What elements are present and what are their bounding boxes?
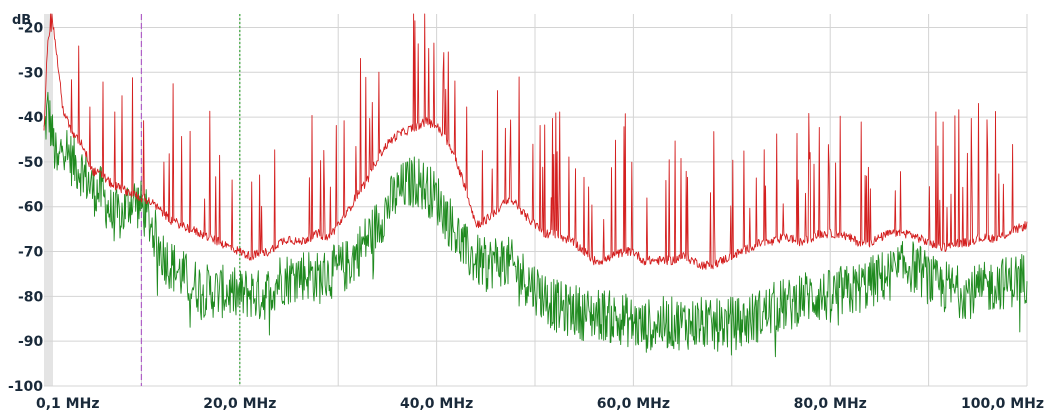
y-tick-label: -80	[18, 289, 44, 305]
y-tick-label: -20	[18, 20, 44, 36]
y-tick-label: -100	[8, 379, 43, 395]
x-tick-label: 40,0 MHz	[400, 396, 473, 412]
y-tick-label: -60	[18, 200, 44, 216]
series-green-line	[43, 91, 1028, 358]
x-tick-label: 0,1 MHz	[36, 396, 99, 412]
plot-left-strip	[44, 14, 53, 386]
x-tick-label: 60,0 MHz	[597, 396, 670, 412]
y-tick-label: -40	[18, 110, 44, 126]
y-tick-labels: -20 -30 -40 -50 -60 -70 -80 -90 -100	[8, 20, 44, 395]
x-tick-label: 80,0 MHz	[794, 396, 867, 412]
y-tick-label: -90	[18, 334, 44, 350]
x-tick-labels: 0,1 MHz 20,0 MHz 40,0 MHz 60,0 MHz 80,0 MHz 1…	[36, 396, 1044, 412]
y-tick-label: -30	[18, 65, 44, 81]
y-axis-unit: dB	[12, 13, 31, 28]
y-tick-label: -50	[18, 155, 44, 171]
x-tick-label: 20,0 MHz	[203, 396, 276, 412]
series-red-line	[43, 13, 1028, 270]
series-layer	[43, 13, 1028, 358]
x-tick-label: 100,0 MHz	[961, 396, 1044, 412]
y-tick-label: -70	[18, 245, 44, 261]
